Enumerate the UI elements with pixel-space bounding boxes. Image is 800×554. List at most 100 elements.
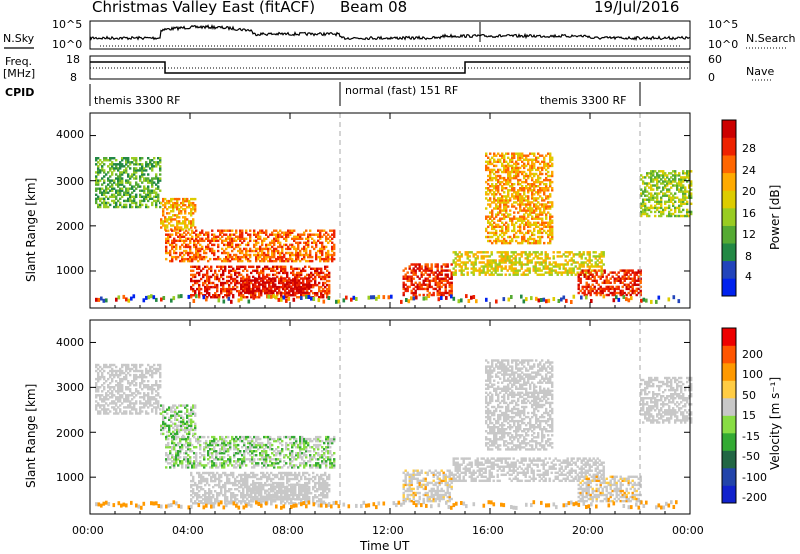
velocity-cell <box>188 424 191 428</box>
power-cell <box>495 229 498 233</box>
power-cell <box>430 265 433 268</box>
power-cell <box>125 205 128 209</box>
power-cell <box>517 178 520 182</box>
power-cell <box>237 237 240 241</box>
power-cell <box>599 293 602 297</box>
power-cell <box>97 183 100 186</box>
power-cell <box>176 204 179 207</box>
power-cell <box>678 198 681 201</box>
power-cell <box>513 227 516 231</box>
power-cell <box>650 198 653 201</box>
power-cell <box>539 195 542 198</box>
power-near-range-band <box>95 294 681 304</box>
power-cell <box>492 261 495 264</box>
velocity-cell <box>97 394 100 397</box>
velocity-cell <box>115 380 118 383</box>
velocity-cell <box>111 402 114 405</box>
power-band-cell <box>655 299 658 304</box>
power-cell <box>281 245 284 249</box>
velocity-cell <box>103 406 106 409</box>
velocity-cell <box>164 426 167 430</box>
power-cell <box>318 281 321 285</box>
power-cell <box>650 206 653 210</box>
power-cell <box>529 211 532 214</box>
power-cell <box>639 291 642 295</box>
power-cell <box>505 205 508 208</box>
power-cell <box>125 167 128 170</box>
power-cell <box>593 275 596 278</box>
velocity-cell <box>103 363 106 367</box>
power-cell <box>486 269 489 272</box>
power-cell <box>452 271 455 274</box>
velocity-cell <box>145 375 148 379</box>
power-cell <box>178 222 181 225</box>
power-cell <box>290 285 293 288</box>
velocity-cell <box>184 406 187 409</box>
power-cell <box>199 255 202 259</box>
power-cell <box>255 233 258 236</box>
nsky-right-tick-bottom: 10^0 <box>708 38 739 51</box>
power-cell <box>135 183 138 186</box>
power-cell <box>203 239 206 243</box>
power-cell <box>652 184 655 187</box>
power-cell <box>185 243 188 247</box>
power-cell <box>408 275 411 278</box>
power-cell <box>129 177 132 180</box>
power-cell <box>406 285 409 289</box>
power-cell <box>491 209 494 212</box>
power-cell <box>639 279 642 283</box>
power-cell <box>237 235 240 239</box>
power-cell <box>111 183 114 186</box>
power-cell <box>199 247 202 251</box>
power-cell <box>316 292 319 295</box>
power-cell <box>596 255 599 258</box>
power-cell <box>527 176 530 180</box>
power-cell <box>165 239 168 243</box>
power-cell <box>244 279 247 282</box>
power-cell <box>525 172 528 176</box>
power-cell <box>514 257 517 260</box>
power-cell <box>493 152 496 155</box>
power-cell <box>491 185 494 188</box>
power-cell <box>121 165 124 168</box>
power-cell <box>551 215 554 218</box>
power-cell <box>107 205 110 209</box>
power-cell <box>497 191 500 194</box>
power-cell <box>166 220 169 223</box>
power-cell <box>271 241 274 245</box>
velocity-cell <box>109 363 112 367</box>
power-cell <box>192 208 195 211</box>
power-cell <box>523 225 526 229</box>
power-cell <box>511 193 514 196</box>
power-cell <box>656 200 659 204</box>
power-cell <box>688 214 691 218</box>
velocity-cell <box>129 369 132 373</box>
power-cell <box>495 231 498 235</box>
power-cell <box>206 296 209 299</box>
velocity-cell <box>113 369 116 373</box>
power-cell <box>537 225 540 229</box>
power-cell <box>517 168 520 172</box>
power-cell <box>314 281 317 285</box>
velocity-cell <box>141 363 144 367</box>
power-cell <box>205 251 208 255</box>
power-cell <box>129 181 132 184</box>
velocity-cell <box>162 424 165 428</box>
power-cell <box>257 231 260 234</box>
power-cell <box>412 267 415 270</box>
power-cell <box>168 222 171 225</box>
velocity-cell <box>111 400 114 403</box>
power-band-cell <box>522 299 526 304</box>
velocity-cell <box>186 416 189 420</box>
power-cell <box>307 241 310 245</box>
velocity-cell <box>133 396 136 399</box>
power-cell <box>155 175 158 178</box>
power-cell <box>271 259 274 263</box>
power-band-cell <box>470 295 473 300</box>
power-cell <box>539 227 542 231</box>
velocity-cell <box>153 363 156 367</box>
power-cell <box>325 253 328 257</box>
power-cell <box>285 247 288 251</box>
power-cell <box>627 291 630 295</box>
power-cell <box>296 289 299 292</box>
